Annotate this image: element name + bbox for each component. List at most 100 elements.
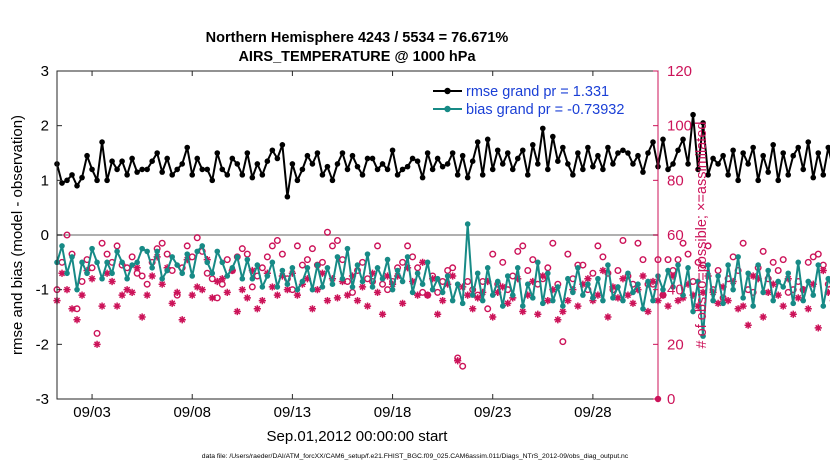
x-axis-label: Sep.01,2012 00:00:00 start: [267, 428, 449, 445]
bias-point: [234, 254, 241, 260]
rmse-point: [755, 177, 761, 184]
rmse-point: [189, 172, 196, 178]
bias-point: [199, 243, 206, 249]
possible-obs-marker: [704, 242, 712, 250]
bias-point: [394, 267, 401, 274]
possible-obs-marker: [158, 239, 166, 247]
bias-point: [324, 265, 331, 271]
plot-area: [53, 70, 830, 400]
assimilated-obs-marker: [604, 313, 612, 321]
rmse-point: [289, 161, 296, 167]
assimilated-obs-marker: [459, 283, 467, 291]
assimilated-obs-marker: [464, 291, 472, 299]
assimilated-obs-marker: [318, 269, 327, 277]
possible-obs-marker: [759, 247, 767, 255]
rmse-point: [555, 158, 561, 164]
possible-obs-marker: [589, 269, 597, 277]
assimilated-obs-marker: [549, 286, 557, 294]
bias-point: [494, 278, 501, 285]
assimilated-obs-marker: [629, 299, 637, 307]
bias-point: [785, 270, 792, 277]
bias-point: [424, 259, 431, 266]
bias-point: [164, 267, 170, 274]
rmse-point: [434, 155, 441, 162]
possible-obs-marker: [333, 236, 341, 244]
bias-point: [224, 273, 231, 279]
rmse-point: [620, 147, 626, 154]
possible-obs-marker: [559, 338, 567, 346]
rmse-point: [570, 172, 576, 178]
bias-point: [284, 281, 291, 288]
bias-point: [379, 275, 386, 282]
assimilated-obs-marker: [449, 272, 457, 280]
rmse-point: [179, 161, 186, 167]
bias-point: [204, 259, 211, 266]
series-layer: [53, 111, 830, 370]
assimilated-obs-marker: [168, 299, 176, 307]
bias-point: [149, 265, 155, 271]
possible-obs-marker: [323, 228, 331, 236]
rmse-point: [309, 161, 316, 167]
assimilated-obs-marker: [103, 269, 111, 277]
assimilated-obs-marker: [479, 288, 487, 296]
assimilated-obs-marker: [138, 313, 146, 321]
bias-point: [64, 270, 70, 277]
bias-point: [605, 262, 611, 268]
bias-point: [645, 278, 651, 285]
bias-point: [439, 289, 446, 296]
bias-point: [710, 297, 716, 304]
left-axis-tick-label: 3: [41, 63, 49, 80]
rmse-point: [99, 139, 105, 145]
bias-point: [109, 270, 115, 277]
assimilated-obs-marker: [378, 310, 387, 318]
assimilated-obs-marker: [308, 305, 317, 313]
bias-point: [419, 281, 426, 288]
bias-point: [685, 265, 691, 271]
assimilated-obs-marker: [434, 310, 442, 318]
assimilated-obs-marker: [494, 288, 502, 296]
possible-obs-marker: [519, 242, 527, 250]
bias-point: [454, 281, 461, 288]
rmse-point: [519, 147, 526, 154]
bias-point: [384, 256, 391, 263]
assimilated-obs-marker: [619, 275, 627, 283]
assimilated-obs-marker: [769, 280, 777, 288]
bias-series: [54, 221, 830, 339]
rmse-point: [454, 172, 461, 178]
possible-obs-marker: [248, 283, 256, 291]
assimilated-obs-marker: [73, 316, 81, 324]
bias-point: [745, 270, 751, 277]
assimilated-obs-marker: [158, 280, 166, 288]
rmse-point: [535, 161, 541, 167]
rmse-point: [529, 142, 536, 148]
rmse-point: [765, 169, 771, 175]
bias-point: [84, 270, 90, 277]
bias-point: [249, 275, 256, 282]
rmse-point: [685, 161, 691, 167]
possible-obs-marker: [278, 250, 286, 258]
assimilated-obs-marker: [624, 291, 632, 299]
rmse-point: [725, 172, 731, 178]
bias-point: [620, 297, 626, 304]
rmse-point: [59, 180, 65, 186]
rmse-point: [74, 183, 80, 189]
rmse-point: [715, 161, 721, 167]
bias-point: [524, 281, 531, 288]
rmse-point: [134, 169, 140, 175]
bias-point: [585, 281, 591, 288]
bias-point: [214, 248, 221, 255]
y-axis-right-label: # of obs: o=possible; ×=assimilated: [694, 122, 710, 349]
rmse-point: [364, 155, 371, 162]
assimilated-obs-marker: [303, 275, 312, 283]
bias-point: [499, 303, 506, 309]
rmse-point: [540, 125, 546, 132]
rmse-point: [339, 150, 346, 156]
bias-point: [595, 275, 601, 282]
rmse-point: [635, 152, 641, 159]
rmse-point: [805, 139, 812, 145]
possible-obs-marker: [399, 258, 407, 266]
bias-point: [535, 259, 541, 266]
possible-obs-marker: [634, 239, 642, 247]
bias-point: [504, 273, 511, 279]
bias-point: [289, 265, 296, 271]
